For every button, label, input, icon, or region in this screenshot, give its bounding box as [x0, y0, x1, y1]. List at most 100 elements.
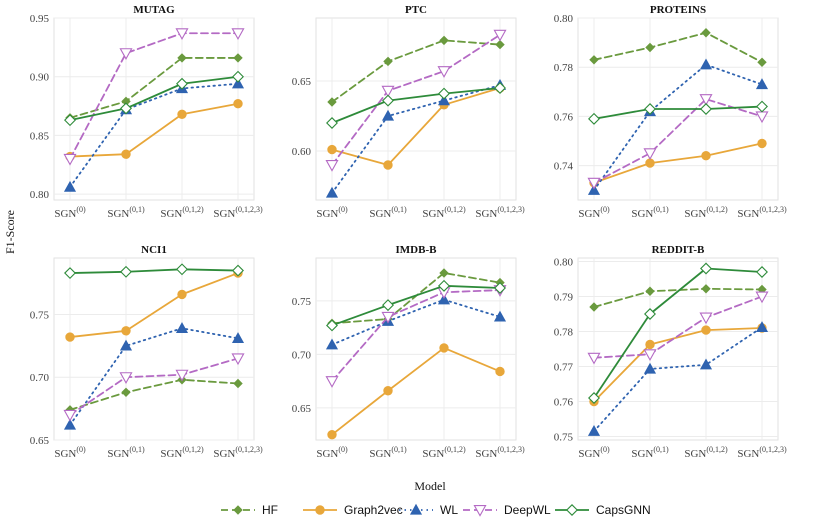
panel-ptc: PTC 0.60 0.65 SGN(0) SGN(0,1) SGN(0,1,2) SGN(0… [292, 4, 525, 220]
data-point-deepwl [381, 85, 395, 98]
data-point-capsgnn [232, 264, 244, 277]
y-tick-label: 0.60 [292, 146, 312, 158]
data-point-wl [587, 425, 601, 436]
data-point-deepwl [755, 291, 769, 304]
data-point-capsgnn [120, 265, 132, 278]
data-point-capsgnn [494, 82, 506, 94]
data-point-wl [175, 322, 189, 333]
series-capsgnn [64, 263, 244, 280]
panel-title: REDDIT-B [652, 244, 705, 256]
y-tick-label: 0.65 [292, 76, 312, 88]
data-point-graph2vec [177, 109, 187, 119]
legend-item-deepwl: DeepWL [463, 503, 551, 517]
legend-label: HF [262, 503, 278, 517]
data-point-hf [233, 378, 243, 389]
data-point-deepwl [231, 353, 245, 366]
plot-area [577, 257, 779, 441]
series-wl [587, 58, 769, 195]
panel-proteins: PROTEINS 0.74 0.76 0.78 0.80 SGN(0) SGN(0,1) SG… [554, 4, 787, 220]
x-tick-label: SGN(0,1) [631, 205, 669, 220]
data-point-deepwl [643, 349, 657, 361]
plot-area [315, 17, 517, 201]
x-tick-label: SGN(0,1,2,3) [475, 445, 525, 460]
data-point-deepwl [325, 159, 339, 172]
legend-marker [409, 503, 423, 515]
data-point-deepwl [325, 376, 339, 388]
data-point-graph2vec [439, 343, 449, 353]
panel-reddit-b: REDDIT-B 0.75 0.76 0.77 0.78 0.79 0.80 SGN(0) SG… [554, 244, 787, 460]
x-tick-label: SGN(0) [54, 445, 86, 460]
data-point-wl [381, 109, 395, 121]
data-point-deepwl [699, 312, 713, 325]
series-line-graph2vec [69, 272, 239, 338]
panel-title: MUTAG [133, 4, 175, 16]
data-point-hf [121, 387, 131, 398]
series-line-graph2vec [331, 347, 501, 436]
panel-nci1: NCI1 0.65 0.70 0.75 SGN(0) SGN(0,1) SGN(0,1,2)… [30, 244, 263, 460]
data-point-capsgnn [120, 102, 132, 115]
data-point-deepwl [587, 352, 601, 365]
series-capsgnn [588, 262, 768, 404]
data-point-hf [383, 56, 393, 67]
series-deepwl [63, 353, 245, 422]
data-point-wl [643, 362, 657, 374]
data-point-graph2vec [701, 325, 711, 335]
x-tick-label: SGN(0,1,2) [160, 205, 204, 220]
series-line-capsgnn [331, 284, 501, 327]
data-point-capsgnn [176, 77, 188, 90]
data-point-graph2vec [495, 366, 505, 377]
series-line-deepwl [69, 32, 239, 160]
data-point-graph2vec [383, 160, 393, 170]
x-tick-label: SGN(0,1) [107, 445, 145, 460]
series-line-graph2vec [331, 87, 501, 166]
data-point-hf [757, 57, 767, 67]
data-point-wl [699, 358, 713, 370]
x-axis-label: Model [414, 479, 446, 493]
data-point-capsgnn [382, 299, 394, 312]
series-line-capsgnn [593, 105, 763, 120]
data-point-capsgnn [176, 263, 188, 276]
x-tick-label: SGN(0) [578, 445, 610, 460]
x-tick-label: SGN(0,1,2) [684, 445, 728, 460]
data-point-graph2vec [757, 138, 767, 149]
x-tick-label: SGN(0) [578, 205, 610, 220]
plot-area [315, 257, 517, 441]
data-point-wl [231, 77, 245, 89]
data-point-capsgnn [644, 308, 656, 320]
data-point-wl [63, 418, 77, 430]
data-point-capsgnn [326, 117, 338, 129]
data-point-deepwl [175, 28, 189, 40]
series-capsgnn [326, 82, 506, 129]
series-graph2vec [65, 268, 243, 342]
series-line-hf [593, 31, 763, 64]
series-line-wl [69, 327, 239, 426]
panel-imdb-b: IMDB-B 0.65 0.70 0.75 SGN(0) SGN(0,1) SGN(0,1,… [292, 244, 525, 460]
series-wl [587, 321, 769, 436]
x-tick-label: SGN(0,1,2,3) [475, 205, 525, 220]
series-line-graph2vec [593, 327, 763, 403]
panels: MUTAG 0.80 0.85 0.90 0.95 SGN(0) SGN(0,1) SGN(0… [30, 4, 787, 460]
series-deepwl [325, 29, 507, 172]
data-point-capsgnn [494, 281, 506, 294]
data-point-wl [437, 94, 451, 106]
data-point-hf [589, 302, 599, 312]
data-point-graph2vec [121, 326, 131, 336]
data-point-hf [645, 286, 655, 296]
y-tick-label: 0.75 [292, 296, 312, 308]
data-point-capsgnn [64, 267, 76, 280]
data-point-graph2vec [645, 158, 655, 168]
data-point-hf [701, 284, 711, 294]
data-point-hf [327, 97, 337, 107]
data-point-deepwl [493, 29, 507, 42]
y-tick-label: 0.77 [554, 362, 574, 374]
data-point-wl [587, 183, 601, 195]
series-line-wl [331, 298, 501, 346]
y-tick-label: 0.70 [292, 349, 312, 361]
legend-marker [233, 505, 243, 515]
data-point-capsgnn [700, 103, 712, 115]
data-point-wl [699, 58, 713, 70]
data-point-deepwl [381, 311, 395, 324]
data-point-hf [177, 53, 187, 63]
panel-title: IMDB-B [396, 244, 438, 256]
series-line-deepwl [331, 289, 501, 383]
